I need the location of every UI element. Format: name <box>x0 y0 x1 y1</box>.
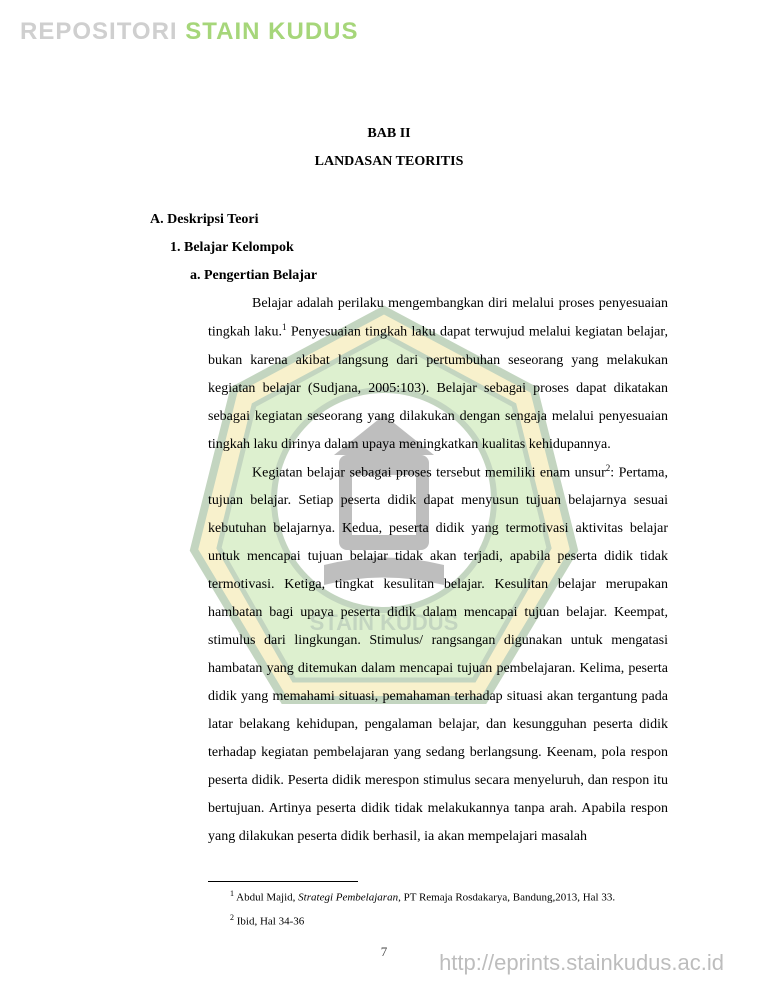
para1-text-b: Penyesuaian tingkah laku dapat terwujud … <box>208 325 668 452</box>
footer-url: http://eprints.stainkudus.ac.id <box>439 950 724 976</box>
brand-part-2: STAIN KUDUS <box>185 18 358 45</box>
repository-brand: REPOSITORI STAIN KUDUS <box>20 18 359 46</box>
document-page: BAB II LANDASAN TEORITIS A. Deskripsi Te… <box>0 0 768 991</box>
heading-level-a-sub: a. Pengertian Belajar <box>190 262 668 290</box>
heading-level-1: 1. Belajar Kelompok <box>170 234 668 262</box>
paragraph-1: Belajar adalah perilaku mengembangkan di… <box>208 290 668 459</box>
footnote-separator <box>208 881 358 882</box>
footnote-1-italic: Strategi Pembelajaran, <box>298 892 401 904</box>
paragraph-2: Kegiatan belajar sebagai proses tersebut… <box>208 459 668 852</box>
footnote-1-pre: Abdul Majid, <box>234 892 298 904</box>
footnote-1-post: PT Remaja Rosdakarya, Bandung,2013, Hal … <box>401 892 615 904</box>
para2-text-a: Kegiatan belajar sebagai proses tersebut… <box>252 465 606 480</box>
brand-part-1: REPOSITORI <box>20 18 185 45</box>
para2-text-b: : Pertama, tujuan belajar. Setiap pesert… <box>208 465 668 844</box>
footnote-2-text: Ibid, Hal 34-36 <box>234 916 304 928</box>
chapter-number: BAB II <box>110 120 668 148</box>
footnote-1: 1 Abdul Majid, Strategi Pembelajaran, PT… <box>230 888 668 906</box>
chapter-title: LANDASAN TEORITIS <box>110 148 668 176</box>
heading-level-a: A. Deskripsi Teori <box>150 206 668 234</box>
footnote-2: 2 Ibid, Hal 34-36 <box>230 912 668 930</box>
